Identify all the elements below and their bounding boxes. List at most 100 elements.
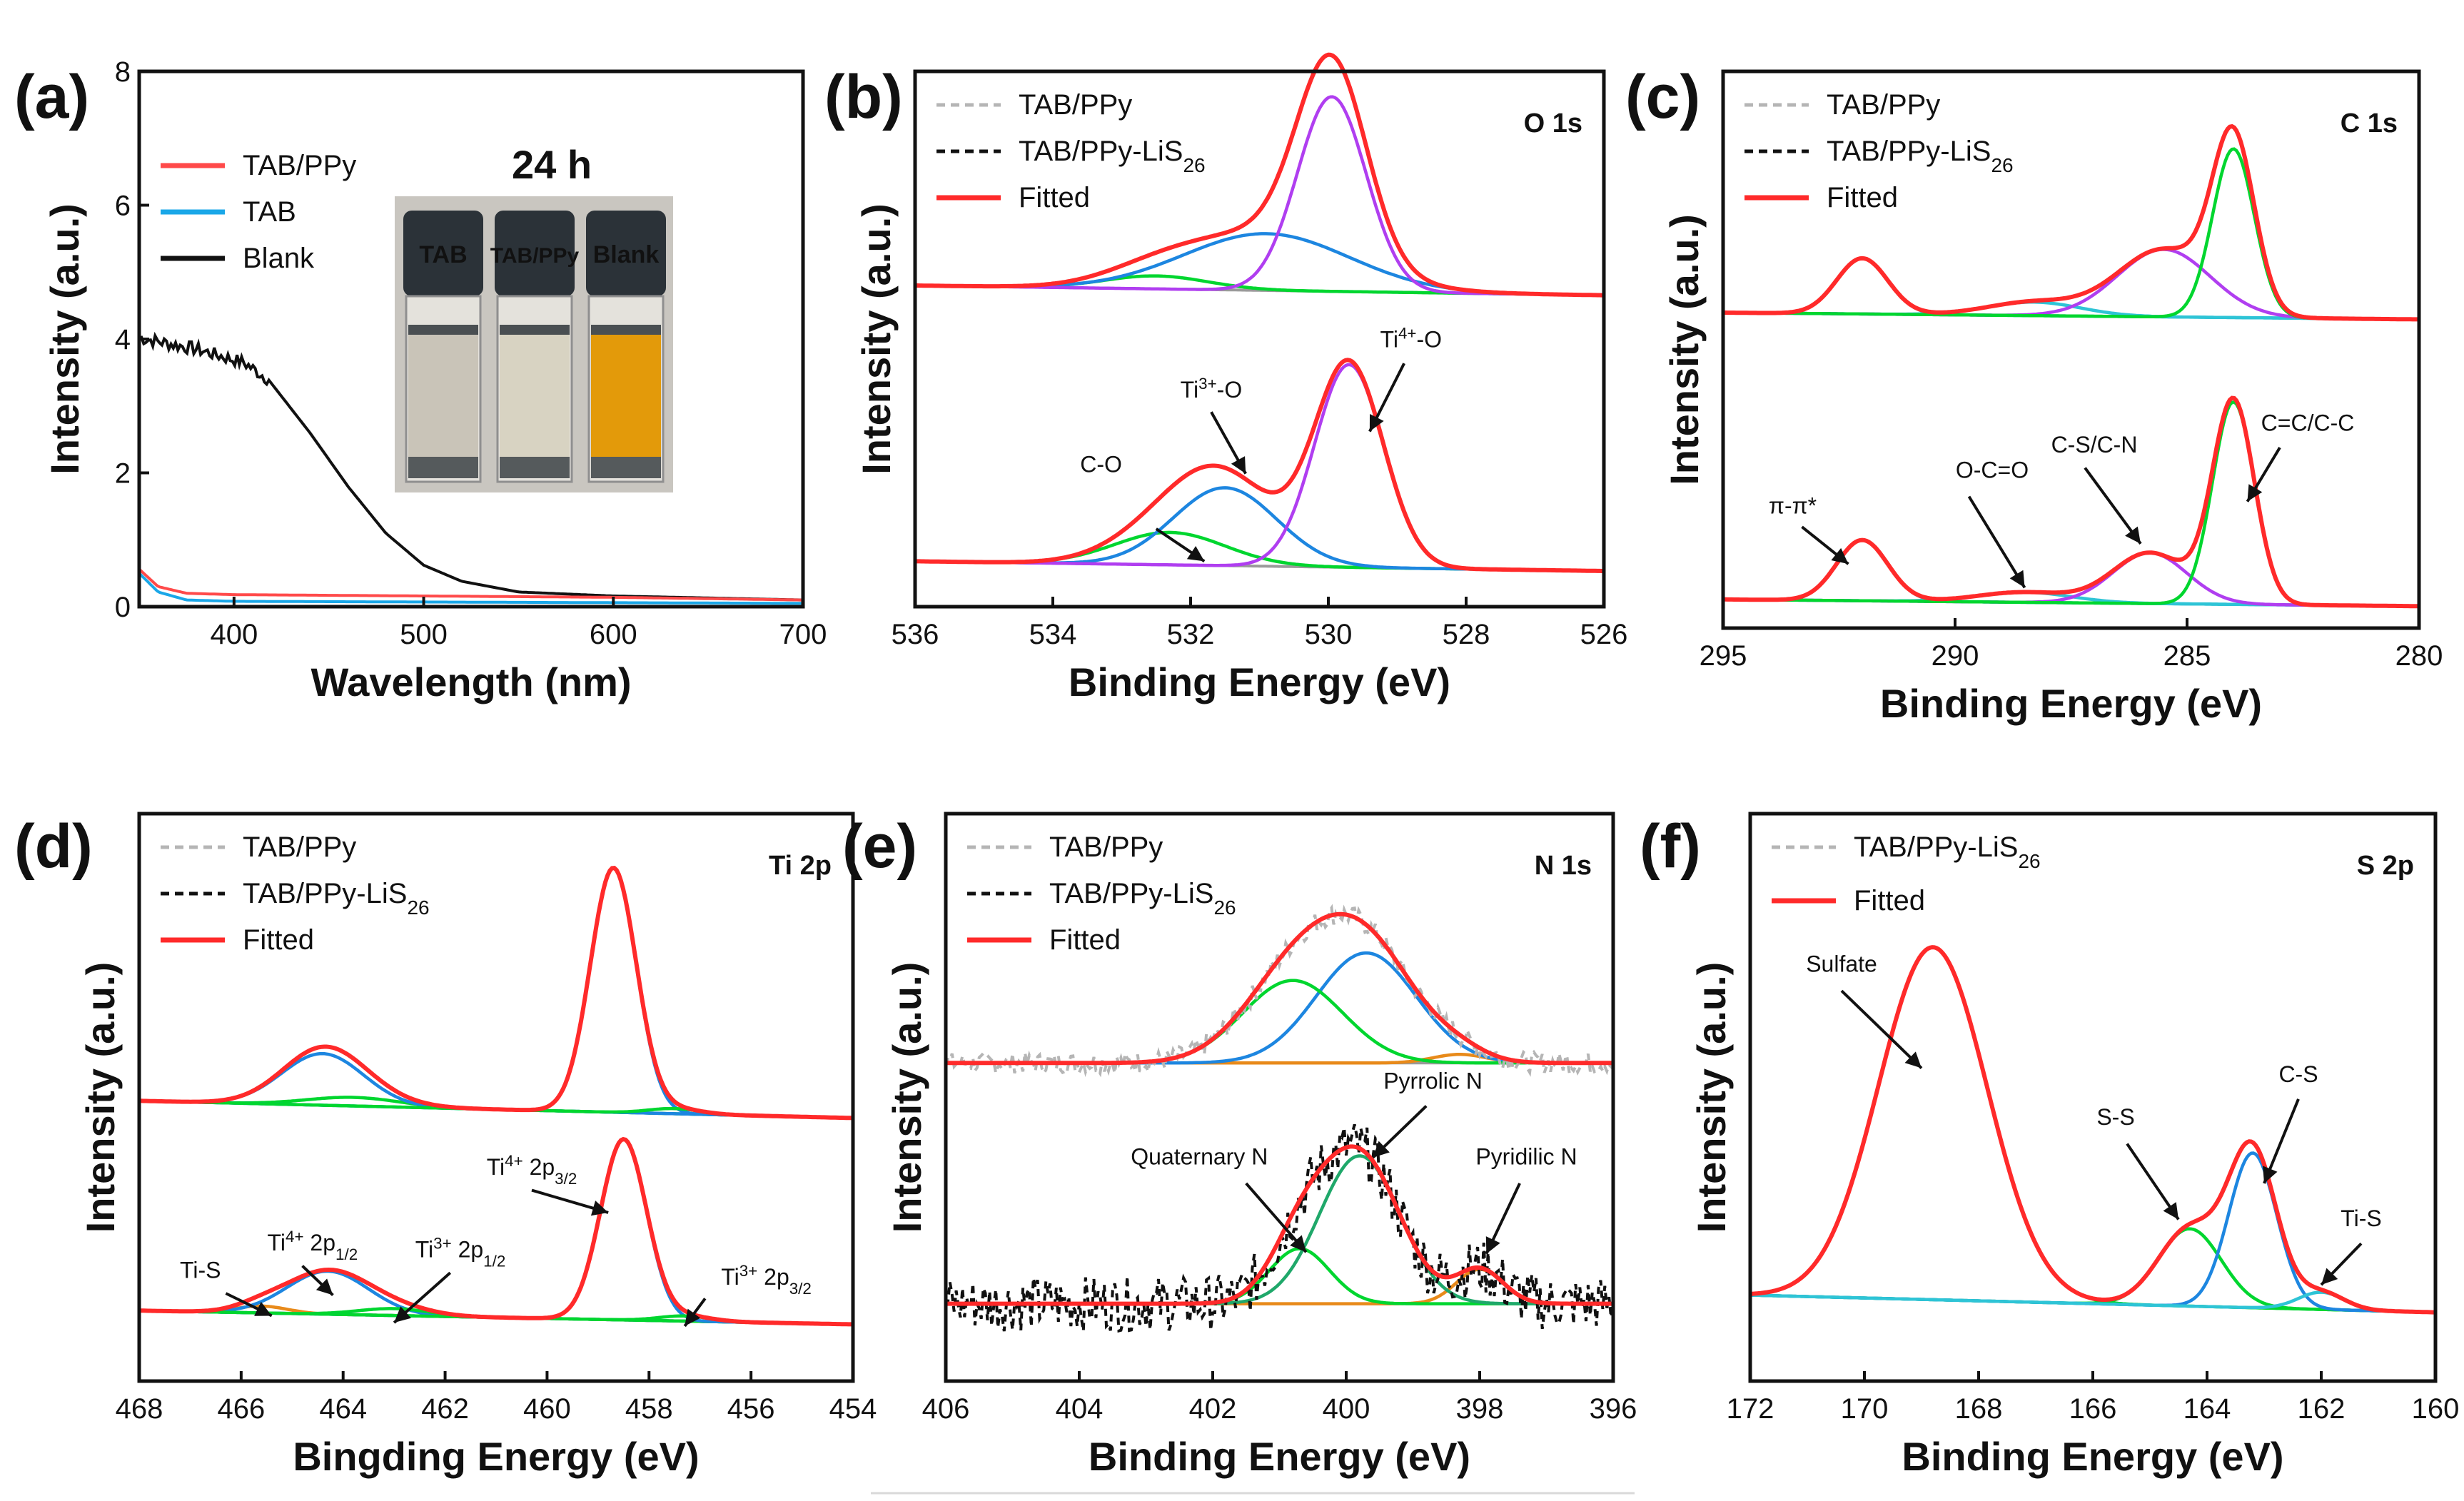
vial-liquid [500, 332, 570, 478]
arrowhead [590, 1201, 609, 1216]
x-tick-label: 170 [1841, 1393, 1889, 1425]
legend-label: TAB/PPy [1049, 832, 1163, 863]
x-tick-label: 172 [1727, 1393, 1774, 1425]
annotation-arrow [1967, 495, 2026, 589]
annotation-label: C-S [2278, 1061, 2318, 1087]
annotation-label: Ti3+-O [1181, 374, 1243, 403]
annotation-label: C-O [1080, 451, 1122, 477]
x-tick-label: 536 [892, 619, 939, 650]
x-tick-label: 285 [2163, 640, 2211, 672]
x-tick-label: 404 [1056, 1393, 1104, 1425]
annotation-label: Ti4+-O [1380, 324, 1443, 353]
x-tick-label: 462 [421, 1393, 469, 1425]
annotation-label: Ti-S [2341, 1206, 2381, 1231]
x-axis-label: Wavelength (nm) [310, 659, 631, 704]
arrowhead [1290, 1235, 1306, 1253]
annotation-label: C=C/C-C [2261, 410, 2355, 435]
annotation-arrow [1840, 989, 1923, 1069]
legend-label: TAB/PPy [243, 150, 356, 181]
fitted-envelope [946, 911, 1613, 1066]
fit-component [1749, 1290, 2435, 1314]
x-axis-label: Binding Energy (eV) [1069, 659, 1450, 704]
x-tick-label: 458 [625, 1393, 673, 1425]
y-axis-label: Intensity (a.u.) [884, 962, 929, 1233]
x-tick-label: 160 [2412, 1393, 2460, 1425]
x-tick-label: 530 [1305, 619, 1353, 650]
x-tick-label: 406 [922, 1393, 970, 1425]
x-tick-label: 396 [1590, 1393, 1637, 1425]
vial-cap [403, 211, 483, 296]
y-tick-label: 4 [115, 324, 131, 355]
panel-b: (b) C-O Ti3+-O Ti4+-O O 1s 536 534 532 530 528 526… [824, 52, 1627, 704]
vial-cap [586, 211, 666, 296]
fit-component [915, 363, 1604, 573]
fitted-envelope [915, 52, 1604, 298]
arrowhead [2009, 570, 2025, 588]
raw-data [944, 904, 1615, 1079]
x-axis-label: Binding Energy (eV) [1089, 1434, 1470, 1479]
annotation-label: Ti3+ 2p1/2 [415, 1234, 506, 1270]
annotation-label: O-C=O [1956, 458, 2029, 483]
panel-label: (d) [14, 812, 93, 881]
annotation-label: π-π* [1769, 492, 1817, 518]
x-axis-label: Bingding Energy (eV) [293, 1434, 699, 1479]
x-tick-label: 600 [590, 619, 637, 650]
arrowhead [1373, 1141, 1390, 1158]
x-tick-label: 168 [1955, 1393, 2003, 1425]
annotation-label: Ti4+ 2p1/2 [268, 1227, 358, 1263]
x-tick-label: 164 [2183, 1393, 2231, 1425]
arrowhead [1231, 456, 1246, 474]
legend-label: Fitted [1019, 182, 1090, 213]
legend-label: TAB/PPy-LiS26 [1049, 878, 1236, 919]
arrowhead [2247, 484, 2263, 502]
legend-label: TAB/PPy-LiS26 [1854, 832, 2041, 872]
legend-label: TAB/PPy-LiS26 [1827, 136, 2014, 176]
legend-label: TAB [243, 196, 296, 228]
x-tick-label: 402 [1189, 1393, 1237, 1425]
y-tick-label: 8 [115, 56, 131, 88]
core-level-label: N 1s [1535, 851, 1592, 881]
legend-label: Fitted [1049, 924, 1121, 956]
x-tick-label: 456 [727, 1393, 775, 1425]
legend-label: Fitted [1854, 885, 1925, 916]
arrowhead [2263, 1166, 2278, 1183]
legend-label: TAB/PPy [243, 832, 356, 863]
vial-cap [495, 211, 575, 296]
annotation-label: S-S [2096, 1104, 2134, 1130]
fitted-envelope [1749, 945, 2435, 1315]
plot-frame [1721, 69, 2421, 630]
raw-data [944, 1123, 1615, 1333]
arrowhead [2163, 1202, 2178, 1220]
panel-c: (c) π-π* O-C=O C-S/C-N C=C/C-C C 1s 295 290 285 2… [1625, 63, 2443, 726]
vial-band [500, 325, 570, 335]
annotation-label: Ti3+ 2p3/2 [721, 1262, 812, 1298]
vial-liquid [408, 332, 478, 478]
panel-f: (f) Sulfate S-S C-S Ti-S S 2p 172 170 168 166 164 1… [1640, 812, 2459, 1479]
legend-label: Fitted [243, 924, 314, 956]
fit-component [946, 979, 1613, 1065]
core-level-label: S 2p [2357, 851, 2414, 881]
panel-label: (b) [824, 63, 903, 131]
x-tick-label: 400 [210, 619, 258, 650]
vials-inset: 24 h TAB TAB/PPy Blank [395, 142, 673, 492]
arrowhead [1369, 413, 1384, 432]
x-tick-label: 528 [1443, 619, 1490, 650]
x-tick-label: 280 [2395, 640, 2443, 672]
panel-label: (c) [1625, 63, 1700, 131]
arrowhead [394, 1306, 411, 1323]
x-tick-label: 166 [2069, 1393, 2117, 1425]
arrowhead [1186, 545, 1205, 562]
x-tick-label: 464 [319, 1393, 367, 1425]
panel-d: (d) Ti-S Ti4+ 2p1/2 Ti3+ 2p1/2 Ti4+ 2p3/2 Ti3… [14, 812, 877, 1479]
y-axis-label: Intensity (a.u.) [1662, 214, 1707, 485]
panel-label: (e) [842, 812, 917, 881]
annotation-label: Ti-S [180, 1257, 221, 1283]
plot-frame [913, 69, 1606, 609]
core-level-label: O 1s [1524, 108, 1582, 138]
x-tick-label: 500 [400, 619, 448, 650]
arrowhead [2321, 1268, 2338, 1285]
vial-label: TAB [419, 241, 467, 268]
vial-base [500, 457, 570, 478]
plot-frame [137, 812, 855, 1383]
